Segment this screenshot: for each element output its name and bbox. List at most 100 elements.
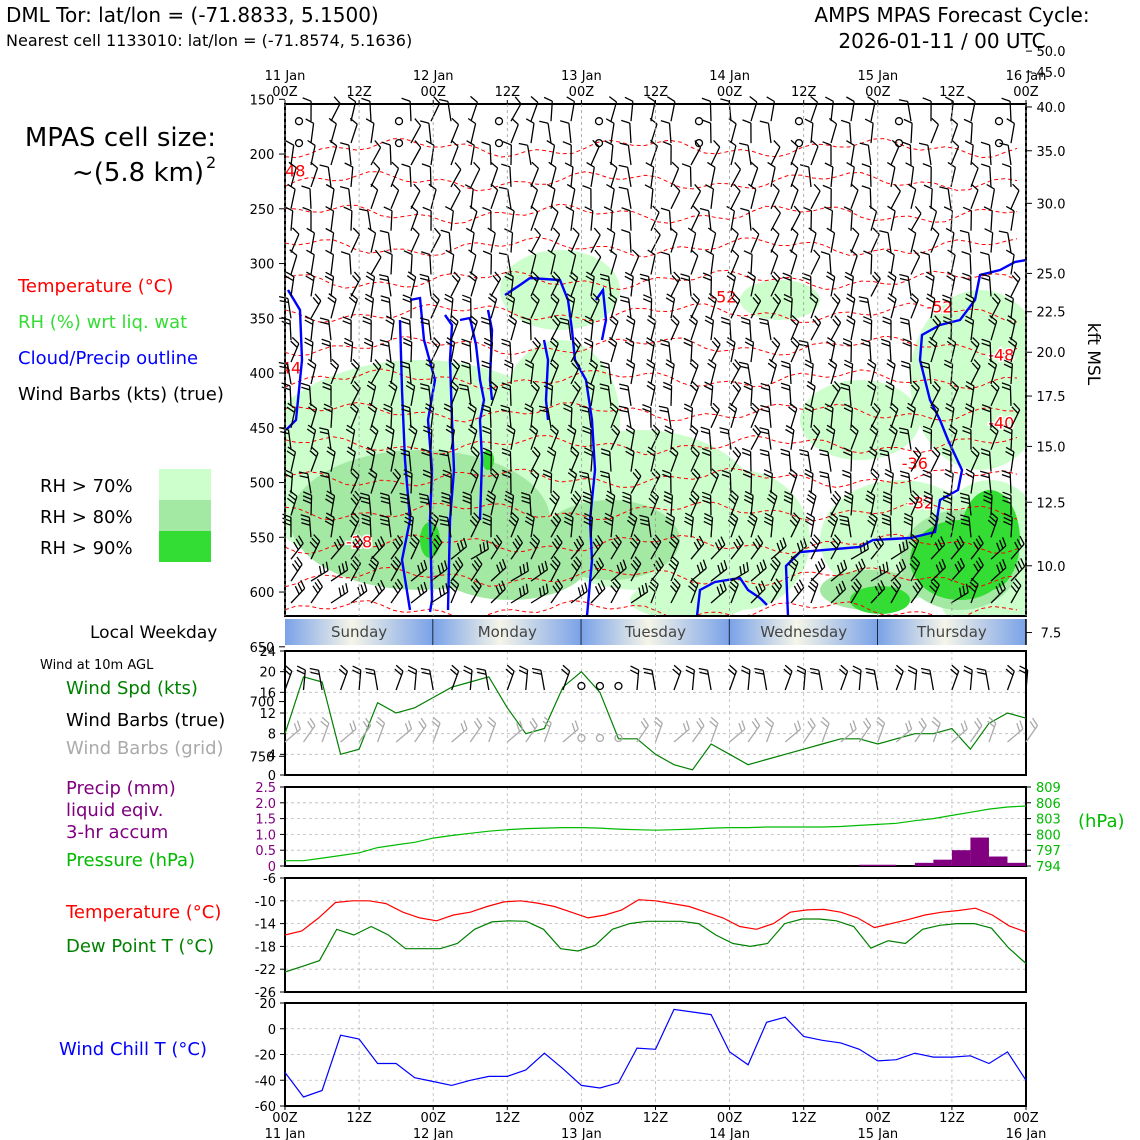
wind-barb (860, 338, 872, 363)
wind-barb (380, 295, 392, 319)
wind-barb (804, 512, 816, 538)
wind-barb (910, 380, 920, 407)
wind-barb (430, 227, 441, 253)
wind-barb (488, 293, 498, 319)
wind-barb (824, 96, 834, 122)
bottom-hour-label-6: 00Z (717, 1111, 743, 1126)
wind-barb (660, 251, 672, 275)
wind-barb-grid (486, 716, 497, 743)
wind-barb (609, 402, 619, 429)
wind-barb (964, 315, 975, 341)
wind-barb (760, 382, 772, 406)
wind-barb (326, 446, 336, 472)
wind-barb (804, 118, 814, 144)
wind-barb (1010, 183, 1020, 210)
wind-barb (743, 250, 753, 275)
wind-barb (770, 183, 780, 210)
wind-barb (645, 337, 656, 363)
wind-barb (668, 534, 680, 560)
wind-barb (926, 293, 936, 319)
wind-barb (1003, 359, 1014, 385)
calm-circle (594, 117, 604, 126)
wind-barb (325, 183, 335, 209)
wind-barb-true (894, 664, 904, 691)
wind-barb (600, 470, 612, 494)
wind-barb (330, 535, 345, 560)
wind-barb (890, 558, 907, 582)
wind-barb (644, 184, 654, 209)
bottom-date-4: 15 Jan (857, 1127, 898, 1140)
wind-barb (310, 293, 322, 319)
wind-barb (330, 583, 349, 604)
height-tick-label-12: 7.5 (1041, 627, 1062, 642)
wind-barb (669, 446, 679, 472)
wind-barb (730, 381, 742, 407)
wind-barb-true (463, 665, 473, 691)
wind-barb (968, 577, 979, 604)
wind-barb (530, 560, 549, 582)
wind-barb (887, 293, 897, 319)
wind-barb (665, 293, 676, 319)
wind-barb-layer (278, 95, 1026, 604)
wind-barb-true (518, 665, 529, 691)
wind-barb (350, 490, 362, 516)
wind-barb (648, 490, 660, 516)
top-hour-label-1: 12Z (346, 85, 372, 100)
wind-barb (350, 271, 361, 297)
wind-barb (504, 490, 515, 516)
wind-barb (319, 427, 332, 450)
wind-barb (945, 227, 955, 253)
y-tick-label-1: 4 (268, 748, 276, 763)
wind-barb (789, 249, 798, 275)
wind-barb (330, 96, 341, 122)
wind-barb (1002, 491, 1012, 516)
pressure-tick-label-0: 794 (1036, 860, 1061, 875)
wind-barb-grid (320, 716, 330, 743)
wind-barb (286, 402, 296, 428)
wind-barb-grid (951, 720, 968, 743)
wind-barb (621, 229, 632, 253)
wind-barb (701, 447, 712, 472)
wind-barb (903, 512, 914, 538)
wind-barb-true (852, 665, 862, 691)
wind-barb (468, 424, 478, 450)
wind-barb (688, 314, 699, 341)
panel-frame (284, 786, 1027, 867)
wind-barb (870, 402, 881, 429)
top-hour-label-9: 12Z (939, 85, 965, 100)
weekday-0: Sunday (331, 623, 387, 641)
wind-barb-true (907, 665, 918, 691)
wind-barb (822, 184, 832, 209)
wind-barb (610, 578, 621, 604)
wind-barb (363, 337, 374, 363)
height-tick-label-8: 17.5 (1037, 390, 1066, 405)
wind-barb (687, 227, 697, 253)
wind-barb (328, 117, 337, 144)
top-hour-label-0: 00Z (272, 85, 298, 100)
wind-barb (290, 580, 306, 604)
wind-barb (962, 272, 972, 297)
wind-barb (422, 206, 432, 231)
wind-barb (621, 119, 632, 144)
wind-barb (404, 512, 414, 538)
wind-barb (530, 468, 540, 494)
wind-barb (770, 205, 781, 232)
wind-barb (910, 205, 922, 232)
wind-barb (690, 205, 701, 231)
wind-barb (870, 561, 889, 582)
wind-barb (770, 227, 780, 253)
wind-barb (726, 205, 736, 231)
wind-barb (925, 271, 935, 297)
wind-barb (565, 293, 576, 319)
wind-barb (410, 227, 420, 253)
wind-barb (920, 251, 932, 275)
wind-barb-grid (451, 720, 468, 743)
wind-barb (549, 424, 559, 450)
wind-barb (642, 294, 653, 319)
wind-barb (703, 512, 714, 538)
y-tick-label-2: 8 (268, 728, 276, 743)
wind-barb (630, 556, 642, 582)
wind-10m-label: Wind at 10m AGL (40, 658, 154, 673)
wind-barb-grid (302, 717, 316, 743)
wind-barb (470, 161, 481, 188)
